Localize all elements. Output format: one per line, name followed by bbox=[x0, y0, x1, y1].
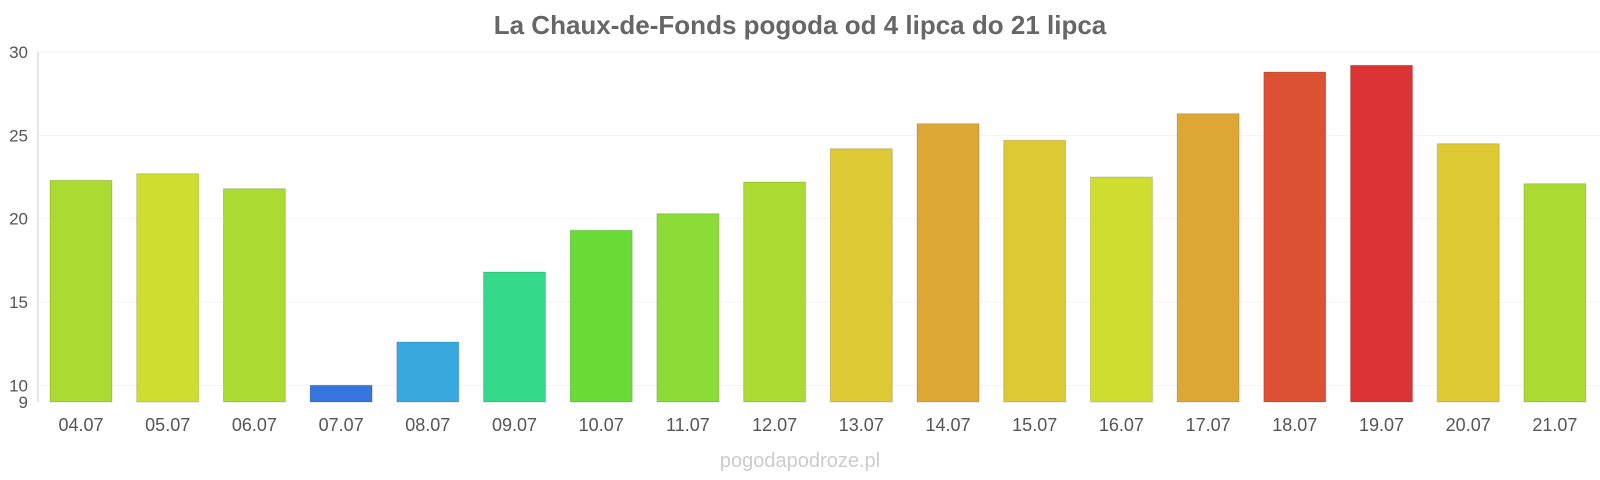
bar-11-07 bbox=[656, 213, 720, 403]
y-tick-label: 30 bbox=[9, 43, 28, 62]
bar-04-07 bbox=[49, 179, 113, 403]
x-tick-label: 09.07 bbox=[492, 415, 537, 435]
x-tick-label: 18.07 bbox=[1272, 415, 1317, 435]
bar-16-07 bbox=[1089, 176, 1153, 403]
x-tick-label: 07.07 bbox=[319, 415, 364, 435]
bar-05-07 bbox=[136, 173, 200, 403]
watermark: pogodapodroze.pl bbox=[719, 450, 881, 472]
bar-19-07 bbox=[1350, 64, 1413, 403]
bar-17-07 bbox=[1176, 113, 1240, 403]
x-tick-label: 04.07 bbox=[58, 415, 103, 435]
x-tick-label: 05.07 bbox=[145, 415, 190, 435]
bar-15-07 bbox=[1003, 139, 1067, 403]
x-tick-label: 11.07 bbox=[666, 415, 710, 435]
y-tick-label: 9 bbox=[19, 393, 28, 412]
x-tick-label: 17.07 bbox=[1186, 415, 1231, 435]
bar-07-07 bbox=[309, 384, 373, 403]
x-tick-label: 14.07 bbox=[925, 415, 970, 435]
x-tick-label: 15.07 bbox=[1012, 415, 1057, 435]
bar-20-07 bbox=[1436, 143, 1500, 403]
grid-lines bbox=[38, 51, 1600, 386]
x-tick-label: 21.07 bbox=[1532, 415, 1577, 435]
y-tick-labels: 910 15 20 25 30 bbox=[9, 43, 28, 412]
y-tick-label: 15 bbox=[9, 293, 28, 312]
bar-21-07 bbox=[1523, 183, 1587, 403]
bar-14-07 bbox=[916, 123, 980, 403]
bar-08-07 bbox=[396, 341, 460, 403]
x-tick-label: 13.07 bbox=[839, 415, 884, 435]
bar-09-07 bbox=[483, 271, 546, 403]
bar-12-07 bbox=[743, 181, 807, 403]
y-tick-label: 25 bbox=[9, 126, 28, 145]
y-tick-label: 10 bbox=[9, 376, 28, 395]
x-tick-label: 08.07 bbox=[405, 415, 450, 435]
x-tick-label: 16.07 bbox=[1099, 415, 1144, 435]
bar-13-07 bbox=[829, 148, 893, 403]
bar-06-07 bbox=[222, 188, 286, 403]
bar-18-07 bbox=[1263, 71, 1327, 403]
x-tick-label: 19.07 bbox=[1359, 415, 1404, 435]
x-tick-label: 10.07 bbox=[579, 415, 624, 435]
x-tick-labels: 04.07 05.07 06.07 07.07 08.07 09.07 10.07 11.07… bbox=[58, 415, 1577, 435]
y-tick-label: 20 bbox=[9, 210, 28, 229]
x-tick-label: 06.07 bbox=[232, 415, 277, 435]
x-tick-label: 20.07 bbox=[1446, 415, 1491, 435]
chart-title: La Chaux-de-Fonds pogoda od 4 lipca do 2… bbox=[493, 10, 1107, 40]
bar-10-07 bbox=[569, 229, 633, 403]
bars bbox=[49, 64, 1587, 403]
x-tick-label: 12.07 bbox=[752, 415, 797, 435]
